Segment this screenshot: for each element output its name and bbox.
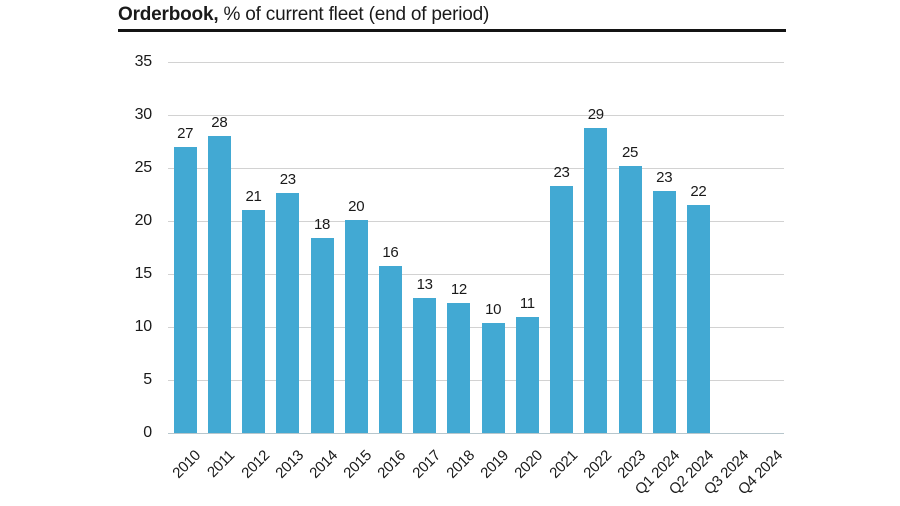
plot-area: 27 28 21 23 18 20 16 13 12 10 11 23 29 25 23 22 [168,62,784,434]
x-tick-label-2014: 2014 [306,447,342,482]
gridline-10 [168,327,784,328]
bar-value-label-2022: 29 [587,105,604,123]
chart-title-subtitle: % of current fleet (end of period) [218,4,490,25]
bar-value-label-2017: 13 [416,276,433,294]
x-tick-label-2022: 2022 [580,447,615,482]
bar-2020 [515,317,539,433]
bar-value-label-2012: 21 [245,188,262,206]
y-tick-label-15: 15 [134,265,153,282]
bar-value-label-2020: 11 [519,295,535,313]
gridline-5 [168,380,784,381]
x-tick-label-2015: 2015 [340,447,376,482]
y-tick-label-0: 0 [143,424,152,441]
x-tick-label-2011: 2011 [204,447,239,481]
bar-value-label-2014: 18 [313,215,331,233]
bar-2012 [242,210,266,433]
bar-value-label-2018: 12 [450,280,467,298]
gridline-30 [168,115,784,116]
bar-2018 [447,302,471,433]
x-tick-label-2010: 2010 [169,447,205,482]
y-tick-label-30: 30 [134,106,153,123]
bar-value-label-2011: 28 [211,114,228,132]
x-tick-label-2018: 2018 [443,447,478,482]
y-tick-label-25: 25 [134,159,153,176]
bar-value-label-2010: 27 [177,124,194,142]
bar-2013 [276,193,300,433]
bar-2011 [207,136,231,433]
bar-value-label-2023: 25 [621,143,639,161]
gridline-35 [168,62,784,63]
bar-2010 [173,146,197,433]
gridline-20 [168,221,784,222]
bar-value-label-2015: 20 [348,197,365,215]
bar-2016 [378,265,402,433]
x-tick-label-2012: 2012 [237,447,273,482]
bar-value-label-2016: 16 [382,243,399,261]
bar-2015 [344,219,368,433]
gridline-15 [168,274,784,275]
bar-value-label-2019: 10 [485,300,502,318]
bar-2017 [413,298,437,433]
bar-q1-2024 [652,191,676,433]
bar-value-label-q1-2024: 23 [656,169,673,187]
bar-2021 [550,186,574,433]
x-tick-label-2016: 2016 [374,447,410,482]
bar-2019 [481,322,505,433]
x-axis-baseline [168,433,784,434]
bar-value-label-2021: 23 [553,164,570,182]
gridline-25 [168,168,784,169]
x-tick-label-2017: 2017 [408,447,444,482]
x-tick-label-2019: 2019 [477,447,513,482]
x-tick-label-2021: 2021 [545,447,581,482]
y-tick-label-35: 35 [134,53,153,70]
chart-title: Orderbook, % of current fleet (end of pe… [118,3,786,32]
y-tick-label-20: 20 [134,212,153,229]
bar-2014 [310,237,334,433]
bar-2023 [618,165,642,433]
bar-q2-2024 [686,205,710,433]
y-tick-label-10: 10 [134,318,153,335]
x-tick-label-2013: 2013 [272,447,307,482]
bar-value-label-2013: 23 [279,171,296,189]
x-tick-label-2020: 2020 [511,447,547,482]
bar-2022 [584,127,608,433]
y-tick-label-5: 5 [143,371,152,388]
chart-title-bold: Orderbook, [118,4,219,25]
bar-value-label-q2-2024: 22 [690,183,707,201]
